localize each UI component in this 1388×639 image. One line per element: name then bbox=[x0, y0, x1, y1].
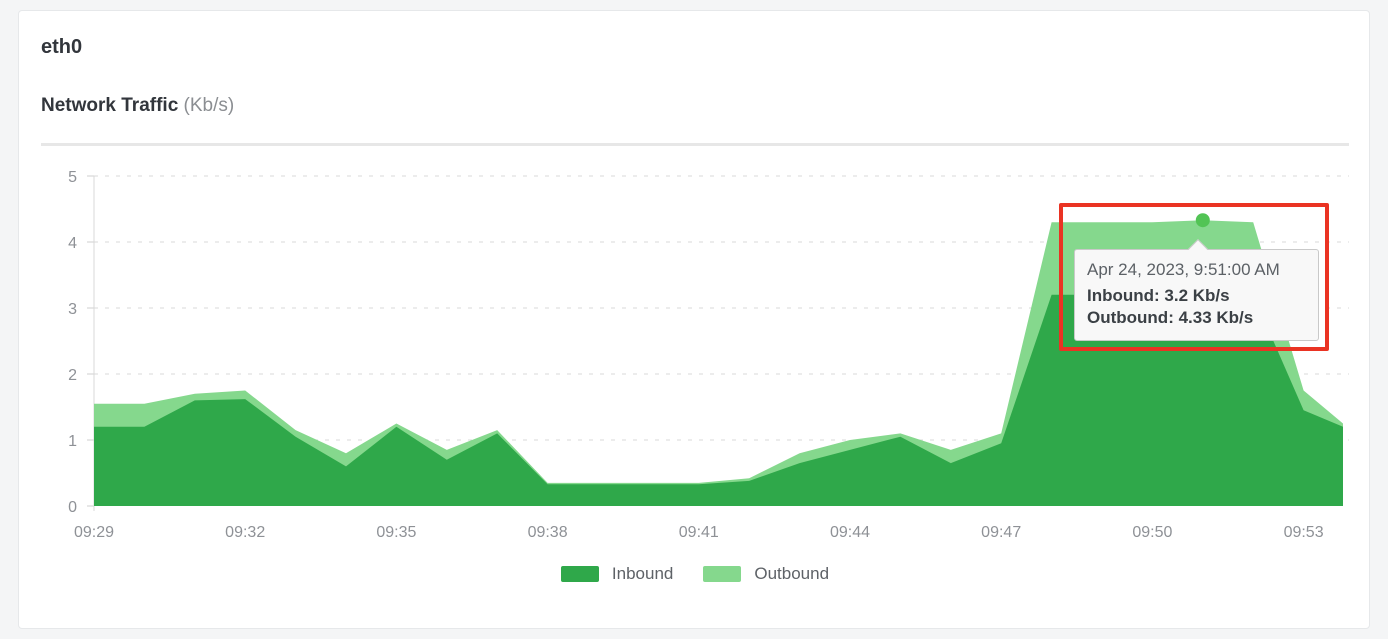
heading-divider bbox=[41, 143, 1349, 146]
tooltip-timestamp: Apr 24, 2023, 9:51:00 AM bbox=[1087, 260, 1280, 279]
legend-item-outbound[interactable]: Outbound bbox=[703, 564, 829, 584]
y-axis-label: 4 bbox=[68, 235, 77, 252]
chart-tooltip: Apr 24, 2023, 9:51:00 AM Inbound: 3.2 Kb… bbox=[1074, 239, 1319, 341]
y-axis-label: 1 bbox=[68, 433, 77, 450]
y-axis-label: 2 bbox=[68, 367, 77, 384]
hover-marker-dot-icon bbox=[1195, 213, 1210, 228]
outbound-legend-label: Outbound bbox=[754, 564, 830, 583]
chart-legend: Inbound Outbound bbox=[41, 564, 1349, 584]
inbound-legend-label: Inbound bbox=[611, 564, 674, 583]
x-axis-label: 09:44 bbox=[830, 524, 870, 541]
y-axis-label: 0 bbox=[68, 499, 77, 516]
x-axis-label: 09:35 bbox=[376, 524, 416, 541]
outbound-swatch-icon bbox=[703, 566, 742, 582]
traffic-chart-svg[interactable]: 0 1 2 3 4 5 09:29 09:32 09:35 09:38 09:41 09:44 09:4… bbox=[41, 161, 1351, 546]
inbound-swatch-icon bbox=[560, 566, 599, 582]
x-axis-label: 09:29 bbox=[74, 524, 114, 541]
interface-title: eth0 bbox=[41, 36, 83, 58]
annotation-highlight-rectangle bbox=[1059, 203, 1329, 351]
inbound-area bbox=[94, 294, 1343, 506]
x-axis-label: 09:38 bbox=[528, 524, 568, 541]
x-axis-label: 09:32 bbox=[225, 524, 265, 541]
tooltip-outbound-value: Outbound: 4.33 Kb/s bbox=[1087, 308, 1254, 327]
x-axis-label: 09:53 bbox=[1284, 524, 1324, 541]
legend-item-inbound[interactable]: Inbound bbox=[560, 564, 674, 584]
chart-heading-text: Network Traffic bbox=[41, 95, 184, 116]
x-axis-label: 09:47 bbox=[981, 524, 1021, 541]
tooltip-inbound-value: Inbound: 3.2 Kb/s bbox=[1087, 286, 1230, 305]
chart-heading-unit: (Kb/s) bbox=[183, 95, 235, 116]
network-traffic-card: eth0 Network Traffic (Kb/s) 0 1 2 3 4 5 09:29 0… bbox=[18, 10, 1370, 629]
y-axis-label: 5 bbox=[68, 169, 77, 186]
y-axis-label: 3 bbox=[68, 301, 77, 318]
x-axis-label: 09:50 bbox=[1132, 524, 1172, 541]
chart-heading: Network Traffic (Kb/s) bbox=[41, 95, 234, 117]
x-axis-label: 09:41 bbox=[679, 524, 719, 541]
